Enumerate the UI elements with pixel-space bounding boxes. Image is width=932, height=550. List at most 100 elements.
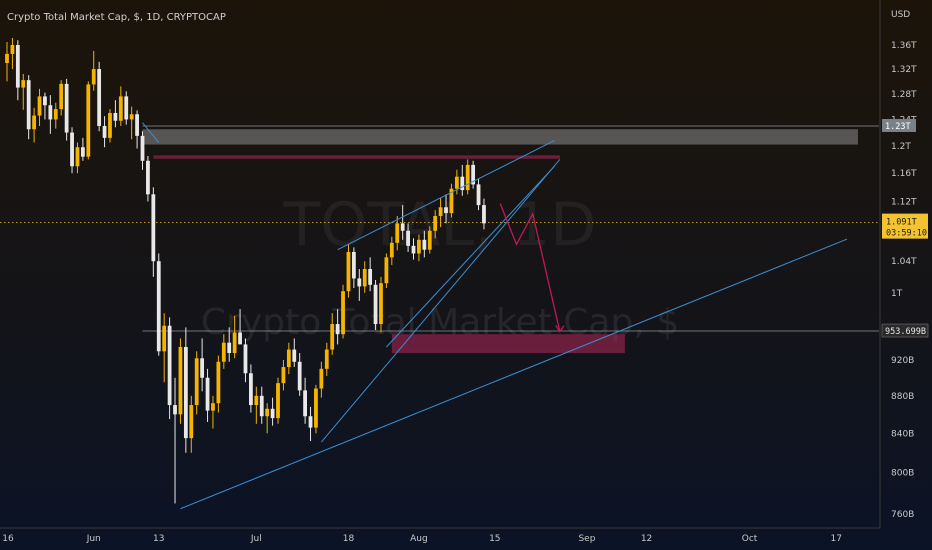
candle — [21, 73, 26, 110]
y-tick-label: 1.28T — [891, 90, 917, 100]
watermark-symbol: TOTAL, 1D — [283, 190, 597, 260]
candle-body — [357, 278, 362, 287]
candle-body — [151, 194, 156, 262]
y-tick-label: 880B — [891, 392, 914, 402]
candle — [270, 397, 275, 426]
candle — [97, 61, 102, 132]
candle-body — [406, 230, 410, 246]
candle-body — [75, 147, 80, 167]
zone-demand — [391, 334, 625, 354]
current-price-label: 1.091T — [886, 218, 917, 228]
candle — [438, 197, 443, 228]
candle — [221, 334, 226, 369]
candle — [26, 75, 31, 140]
candle — [351, 247, 356, 288]
candle-body — [362, 268, 367, 287]
candle-body — [37, 96, 42, 116]
candle — [471, 160, 476, 189]
candle-body — [200, 358, 205, 378]
projection-arrow — [555, 325, 565, 333]
candle — [460, 164, 465, 196]
candle-body — [341, 291, 345, 335]
x-tick-label: 17 — [831, 534, 842, 544]
x-tick-label: Aug — [410, 534, 428, 544]
candle — [135, 110, 139, 149]
candle-body — [178, 346, 183, 415]
candle-body — [254, 395, 259, 406]
candle-body — [32, 115, 36, 130]
candle — [368, 257, 373, 292]
candle — [183, 327, 188, 453]
candle-body — [449, 188, 454, 214]
candle — [454, 169, 459, 195]
candle-body — [227, 342, 232, 354]
candle — [346, 244, 351, 298]
candle-body — [232, 332, 237, 354]
candle-body — [346, 251, 351, 292]
candle-body — [189, 405, 194, 439]
candle-body — [444, 207, 448, 214]
candle — [173, 377, 177, 504]
candle — [10, 37, 15, 70]
candle-body — [314, 388, 318, 428]
candle-body — [26, 80, 31, 130]
candle — [276, 377, 280, 424]
candle — [91, 50, 96, 91]
candle — [265, 403, 270, 434]
zone-resistance — [142, 129, 858, 145]
candle — [162, 313, 167, 383]
candle — [75, 142, 80, 174]
candle-body — [351, 251, 356, 279]
candle-body — [384, 257, 389, 284]
candle — [465, 159, 470, 195]
candle-body — [324, 349, 329, 369]
candle — [64, 78, 69, 141]
candle — [308, 406, 313, 442]
x-tick-label: 16 — [2, 534, 14, 544]
candle — [146, 156, 150, 202]
candle — [259, 386, 264, 424]
candle-body — [146, 160, 150, 195]
candle-body — [281, 367, 286, 384]
y-tick-label: 1.12T — [891, 197, 917, 207]
zone-supply — [153, 155, 560, 159]
candle-body — [417, 239, 421, 254]
candle — [86, 81, 91, 160]
y-tick-label: 760B — [891, 510, 914, 520]
candle — [227, 327, 232, 362]
candle-body — [221, 342, 226, 362]
candle-body — [216, 361, 221, 404]
y-tick-label: 1.36T — [891, 41, 917, 51]
candle-body — [379, 283, 383, 325]
candle — [194, 351, 199, 415]
candle — [102, 116, 107, 148]
candle — [140, 131, 145, 170]
candle-body — [400, 223, 405, 231]
level-label: 1.23T — [885, 122, 911, 132]
candle — [427, 226, 432, 254]
candle-body — [140, 135, 145, 161]
candle-body — [286, 349, 291, 368]
x-tick-label: Jun — [86, 534, 101, 544]
candle-body — [102, 125, 107, 138]
candle — [314, 384, 318, 434]
trendline-3 — [337, 140, 555, 251]
candle-body — [427, 230, 432, 250]
candle — [15, 40, 20, 101]
trendline-1 — [320, 159, 561, 443]
candle-body — [173, 405, 177, 415]
candle-body — [64, 83, 69, 133]
candle — [156, 253, 161, 356]
x-tick-label: 12 — [641, 534, 652, 544]
candle-body — [129, 114, 134, 120]
candle — [70, 127, 74, 174]
candle-body — [482, 205, 486, 224]
candle — [335, 309, 340, 345]
candle — [80, 137, 85, 161]
y-tick-label: 1T — [891, 289, 903, 299]
candle — [292, 338, 297, 368]
y-tick-label: 840B — [891, 429, 914, 439]
candle-body — [249, 373, 253, 406]
candle-body — [194, 358, 199, 406]
